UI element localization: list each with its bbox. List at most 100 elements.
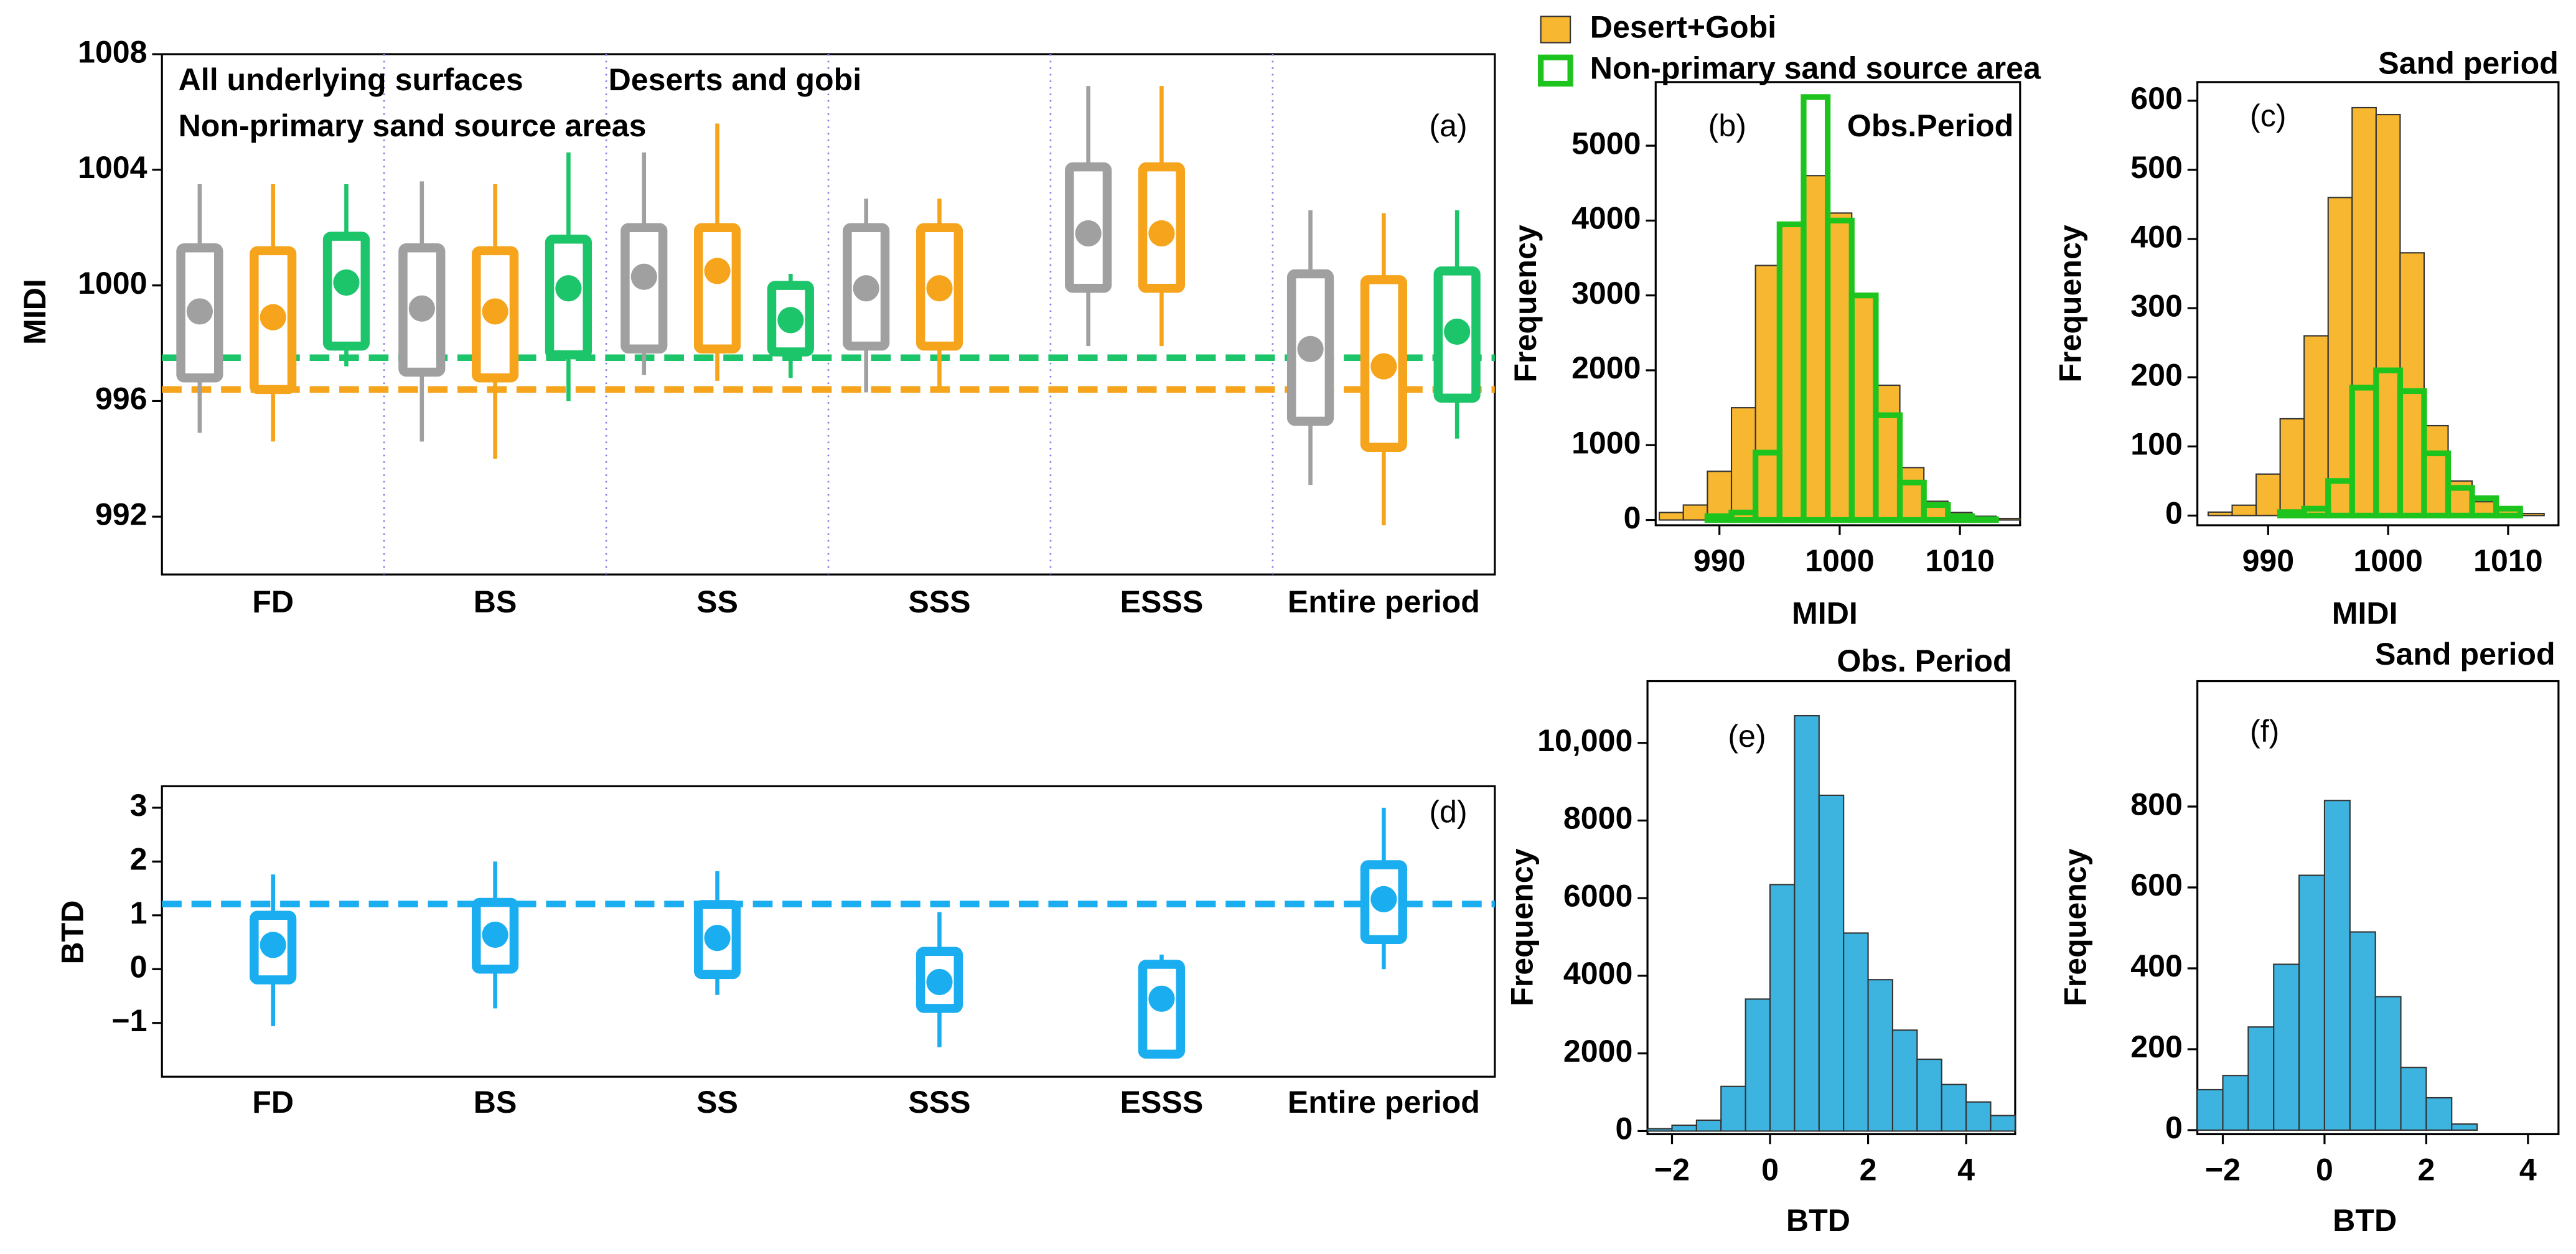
y-tick-label: 400 bbox=[2130, 219, 2183, 254]
histogram-bar bbox=[1720, 1085, 1746, 1132]
y-tick-label: 5000 bbox=[1571, 126, 1641, 161]
histogram-bar bbox=[1843, 932, 1869, 1132]
histogram-bar bbox=[2519, 513, 2545, 517]
histogram-bar bbox=[1779, 223, 1805, 521]
histogram-bar bbox=[1794, 714, 1820, 1132]
y-tick-label: 600 bbox=[2130, 81, 2183, 116]
y-axis-label: Frequency bbox=[1505, 848, 1540, 1006]
y-tick-label: 1000 bbox=[1571, 426, 1641, 461]
x-tick-label: Entire period bbox=[1288, 1085, 1480, 1120]
histogram-bar bbox=[1941, 1083, 1967, 1132]
y-tick-label: −1 bbox=[111, 1003, 147, 1038]
y-axis-label: Frequency bbox=[2058, 848, 2092, 1006]
histogram-bar bbox=[2375, 114, 2401, 517]
panel-label: (b) bbox=[1708, 108, 1746, 143]
panel-label: (e) bbox=[1728, 719, 1766, 754]
panel-label: (d) bbox=[1429, 794, 1467, 829]
histogram-bar bbox=[1965, 1101, 1992, 1132]
mean-dot bbox=[333, 269, 360, 296]
histogram-bar bbox=[1769, 884, 1796, 1132]
histogram-bar bbox=[2303, 335, 2329, 517]
y-tick-label: 2000 bbox=[1571, 350, 1641, 385]
y-tick-label: 8000 bbox=[1563, 801, 1632, 836]
mean-dot bbox=[1148, 220, 1175, 247]
histogram-bar bbox=[2273, 963, 2300, 1131]
mean-dot bbox=[1370, 353, 1397, 380]
histogram-bar bbox=[1848, 292, 1879, 523]
x-tick-label: 2 bbox=[2417, 1152, 2435, 1187]
legend-swatch bbox=[1538, 54, 1573, 87]
histogram-bar bbox=[2279, 418, 2305, 517]
x-axis-label: MIDI bbox=[1792, 596, 1858, 630]
plot-frame bbox=[2196, 680, 2560, 1136]
y-tick-label: 4000 bbox=[1571, 201, 1641, 236]
histogram-bar bbox=[1730, 407, 1756, 521]
y-axis-label: Frequency bbox=[1508, 225, 1543, 383]
mean-dot bbox=[186, 298, 213, 325]
x-tick-label: Entire period bbox=[1288, 584, 1480, 619]
histogram-bar bbox=[1875, 384, 1901, 521]
histogram-bar bbox=[2327, 197, 2353, 517]
x-tick-label: 1010 bbox=[2473, 543, 2542, 578]
histogram-bar bbox=[1851, 294, 1876, 521]
histogram-bar bbox=[1695, 1119, 1722, 1132]
histogram-bar bbox=[1990, 1115, 2016, 1132]
histogram-bar bbox=[1707, 470, 1733, 521]
x-tick-label: BS bbox=[474, 584, 517, 619]
mean-dot bbox=[1148, 985, 1175, 1012]
y-tick-label: 2000 bbox=[1563, 1034, 1632, 1069]
mean-dot bbox=[926, 968, 953, 996]
y-tick-label: 0 bbox=[1615, 1111, 1632, 1146]
histogram-bar bbox=[2255, 473, 2281, 517]
histogram-bar bbox=[2425, 1097, 2453, 1131]
x-tick-label: BS bbox=[474, 1085, 517, 1120]
plot-frame bbox=[1646, 680, 2016, 1136]
legend-label: All underlying surfaces bbox=[179, 62, 523, 97]
histogram-bar bbox=[1671, 1125, 1697, 1132]
histogram-bar bbox=[1921, 502, 1951, 523]
histogram-bar bbox=[1896, 479, 1927, 523]
x-tick-label: SSS bbox=[908, 584, 970, 619]
x-tick-label: 1000 bbox=[1805, 543, 1874, 578]
legend-label: Non-primary sand source areas bbox=[179, 108, 647, 143]
panel-label: (c) bbox=[2250, 98, 2286, 133]
histogram-bar bbox=[1659, 512, 1684, 521]
histogram-bar bbox=[1969, 516, 1999, 523]
y-tick-label: 0 bbox=[130, 949, 148, 984]
x-tick-label: 1010 bbox=[1925, 543, 1994, 578]
y-tick-label: 200 bbox=[2130, 1029, 2183, 1064]
mean-dot bbox=[630, 263, 657, 290]
histogram-bar bbox=[1818, 794, 1845, 1132]
histogram-bar bbox=[1682, 504, 1708, 521]
y-tick-label: 0 bbox=[2165, 496, 2183, 531]
histogram-bar bbox=[2374, 996, 2402, 1131]
histogram-bar bbox=[1916, 1059, 1942, 1132]
mean-dot bbox=[260, 932, 286, 958]
legend-label: Non-primary sand source area bbox=[1590, 51, 2041, 86]
histogram-bar bbox=[1873, 412, 1903, 523]
y-tick-label: 992 bbox=[95, 497, 148, 531]
histogram-bar bbox=[2207, 511, 2233, 517]
histogram-bar bbox=[2349, 931, 2376, 1131]
histogram-bar bbox=[2493, 505, 2523, 519]
x-tick-label: ESSS bbox=[1120, 1085, 1204, 1120]
mean-dot bbox=[704, 258, 731, 284]
x-tick-label: 1000 bbox=[2353, 543, 2422, 578]
y-tick-label: 300 bbox=[2130, 288, 2183, 323]
histogram-bar bbox=[2351, 106, 2377, 517]
y-tick-label: 1008 bbox=[78, 34, 147, 69]
legend-label: Desert+Gobi bbox=[1590, 10, 1776, 45]
y-tick-label: 996 bbox=[95, 381, 148, 416]
histogram-bar bbox=[2423, 424, 2449, 517]
legend-label: Deserts and gobi bbox=[609, 62, 862, 97]
panel-title: Obs.Period bbox=[1847, 108, 2013, 143]
x-tick-label: FD bbox=[252, 1085, 294, 1120]
y-axis-label: MIDI bbox=[17, 279, 52, 345]
mean-dot bbox=[1370, 886, 1397, 912]
histogram-bar bbox=[1802, 175, 1829, 521]
mean-dot bbox=[926, 275, 953, 302]
histogram-bar bbox=[1867, 979, 1894, 1132]
panel-label: (f) bbox=[2250, 714, 2279, 749]
y-tick-label: 400 bbox=[2130, 948, 2183, 983]
